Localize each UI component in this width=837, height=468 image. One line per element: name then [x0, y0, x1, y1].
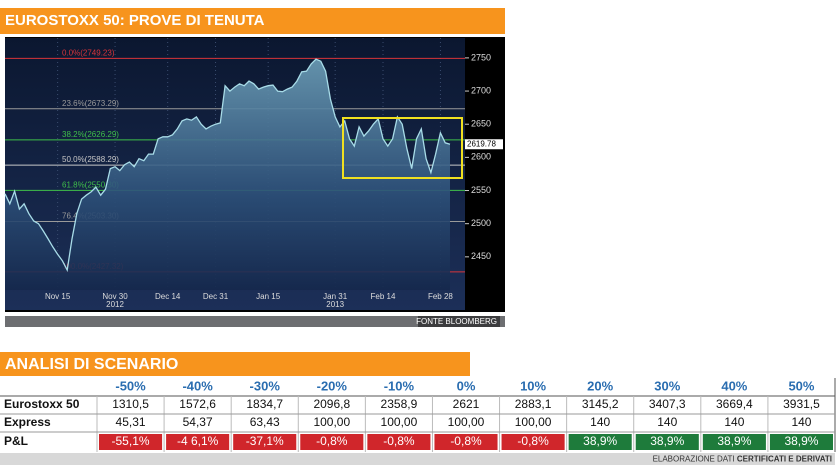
y-tick-label: 2700 — [471, 85, 491, 95]
cell: 63,43 — [250, 415, 280, 429]
column-header: 40% — [721, 378, 747, 393]
cell: 38,9% — [717, 434, 751, 448]
x-tick-label: Nov 30 — [102, 292, 128, 301]
last-value-box — [465, 139, 503, 150]
cell: -37,1% — [246, 434, 284, 448]
cell: 3407,3 — [649, 397, 686, 411]
last-value-label: 2619.78 — [467, 139, 496, 148]
pl-cell — [99, 434, 163, 450]
cell: 100,00 — [515, 415, 552, 429]
cell: -0,8% — [316, 434, 348, 448]
title-bar — [0, 8, 505, 34]
cell: 3931,5 — [783, 397, 820, 411]
level-label: 23.6%(2673.29) — [62, 99, 119, 108]
footer-bar — [0, 453, 835, 465]
cell: 100,00 — [448, 415, 485, 429]
source-box — [418, 316, 500, 327]
cell: 38,9% — [583, 434, 617, 448]
cell: -55,1% — [112, 434, 150, 448]
column-header: 20% — [587, 378, 613, 393]
pl-cell — [702, 434, 766, 450]
column-header: -20% — [317, 378, 348, 393]
cell: 3669,4 — [716, 397, 753, 411]
column-header: -30% — [250, 378, 281, 393]
price-line — [4, 58, 451, 273]
cell: -0,8% — [383, 434, 415, 448]
cell: 1310,5 — [112, 397, 149, 411]
level-label: 50.0%(2588.29) — [62, 155, 119, 164]
x-year-label: 2013 — [326, 300, 344, 309]
cell: -0,8% — [450, 434, 482, 448]
y-tick-label: 2750 — [471, 52, 491, 62]
x-tick-label: Dec 14 — [155, 292, 181, 301]
x-year-label: 2012 — [106, 300, 124, 309]
y-tick-label: 2450 — [471, 251, 491, 261]
x-tick-label: Dec 31 — [203, 292, 229, 301]
cell: 2621 — [453, 397, 480, 411]
pl-cell — [635, 434, 699, 450]
cell: 38,9% — [650, 434, 684, 448]
source: FONTE BLOOMBERG — [416, 317, 497, 326]
cell: 45,31 — [116, 415, 146, 429]
cell: 38,9% — [784, 434, 818, 448]
cell: 2883,1 — [515, 397, 552, 411]
column-header: -40% — [182, 378, 213, 393]
cell: 54,37 — [183, 415, 213, 429]
column-header: 10% — [520, 378, 546, 393]
y-tick-label: 2550 — [471, 185, 491, 195]
cell: -0,8% — [517, 434, 549, 448]
level-label: 38.2%(2626.29) — [62, 130, 119, 139]
cell: 140 — [657, 415, 677, 429]
cell: 3145,2 — [582, 397, 619, 411]
y-tick-label: 2600 — [471, 152, 491, 162]
cell: 140 — [724, 415, 744, 429]
x-tick-label: Jan 31 — [323, 292, 348, 301]
row-label: Express — [4, 415, 51, 429]
chart-title: EUROSTOXX 50: PROVE DI TENUTA — [5, 12, 265, 29]
area-fill — [5, 59, 450, 291]
footer-prefix: ELABORAZIONE DATI — [653, 455, 735, 464]
cell: 100,00 — [313, 415, 350, 429]
column-header: -10% — [384, 378, 415, 393]
cell: 2096,8 — [313, 397, 350, 411]
pl-cell — [300, 434, 364, 450]
pl-cell — [166, 434, 230, 450]
pl-cell — [434, 434, 498, 450]
cell: 140 — [791, 415, 811, 429]
column-header: 0% — [457, 378, 476, 393]
pl-cell — [233, 434, 297, 450]
level-label: 61.8%(2550.30) — [62, 180, 119, 189]
cell: -4 6,1% — [177, 434, 219, 448]
scenario-bar — [0, 352, 470, 376]
cell: 1572,6 — [179, 397, 216, 411]
y-tick-label: 2650 — [471, 119, 491, 129]
x-tick-label: Feb 14 — [371, 292, 396, 301]
cell: 1834,7 — [246, 397, 283, 411]
pl-cell — [769, 434, 833, 450]
cell: 100,00 — [381, 415, 418, 429]
footer-bold: CERTIFICATI E DERIVATI — [737, 455, 832, 464]
cell: 2358,9 — [381, 397, 418, 411]
footer: ELABORAZIONE DATI CERTIFICATI E DERIVATI — [653, 455, 832, 464]
row-label: Eurostoxx 50 — [4, 397, 80, 411]
highlight-box — [342, 117, 463, 179]
x-tick-label: Jan 15 — [256, 292, 281, 301]
pl-cell — [501, 434, 565, 450]
pl-cell — [367, 434, 431, 450]
scenario-title: ANALISI DI SCENARIO — [5, 356, 178, 373]
level-label: 0.0%(2749.23) — [62, 49, 115, 58]
source-bar — [5, 316, 505, 327]
cell: 140 — [590, 415, 610, 429]
x-tick-label: Nov 15 — [45, 292, 71, 301]
row-label: P&L — [4, 434, 28, 448]
y-tick-label: 2500 — [471, 218, 491, 228]
x-tick-label: Feb 28 — [428, 292, 453, 301]
pl-cell — [568, 434, 632, 450]
column-header: 50% — [788, 378, 814, 393]
column-header: 30% — [654, 378, 680, 393]
column-header: -50% — [115, 378, 146, 393]
